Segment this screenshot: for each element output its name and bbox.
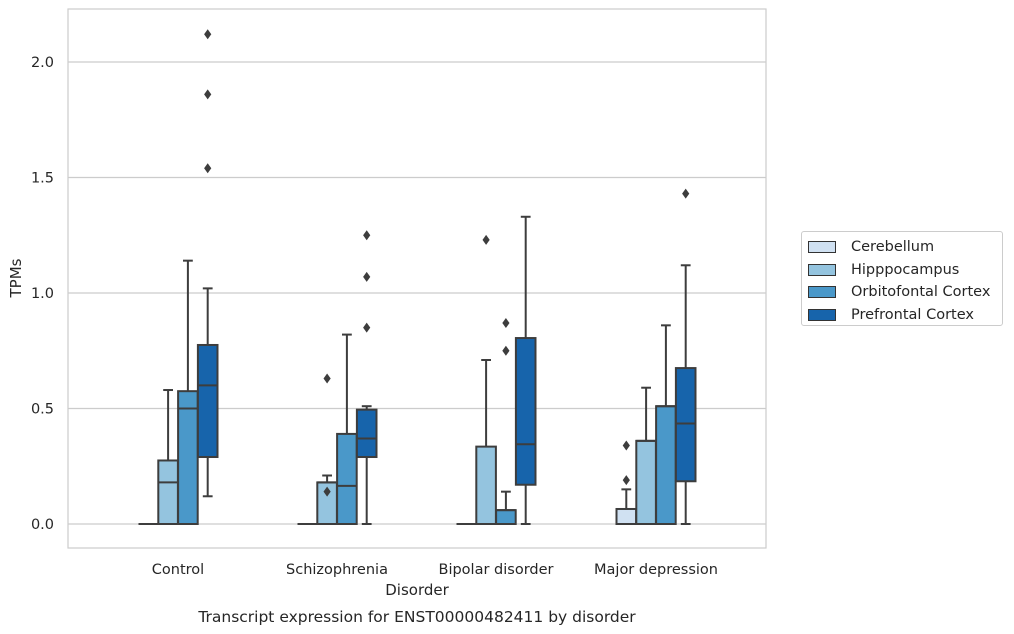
x-axis-label: Disorder <box>385 581 449 599</box>
legend-swatch <box>808 308 836 321</box>
box-body <box>475 445 497 525</box>
outlier-point <box>622 475 630 486</box>
outlier-point <box>363 322 371 333</box>
legend-swatch <box>808 263 836 276</box>
box-3-1 <box>355 230 378 525</box>
box-3-2 <box>514 215 537 525</box>
y-tick-labels: 0.0 0.5 1.0 1.5 2.0 <box>31 55 54 533</box>
chart-title: Transcript expression for ENST0000048241… <box>197 608 636 626</box>
box-body <box>336 432 358 525</box>
legend-swatch <box>808 241 836 254</box>
box-body <box>635 439 657 525</box>
legend-item-hippocampus: Hipppocampus <box>808 259 1002 282</box>
x-tick-label: Major depression <box>594 562 718 578</box>
box-3-0 <box>196 29 219 498</box>
legend-swatch <box>808 286 836 299</box>
legend-item-orbitofrontal: Orbitofontal Cortex <box>808 281 1002 304</box>
box-1-2 <box>475 234 497 525</box>
box-2-0 <box>177 259 199 525</box>
box-body <box>674 367 697 483</box>
x-tick-label: Control <box>152 562 204 578</box>
outlier-point <box>363 271 371 282</box>
outlier-point <box>323 486 331 497</box>
x-tick-labels: Control Schizophrenia Bipolar disorder Majo… <box>152 562 718 578</box>
outlier-point <box>502 345 510 356</box>
box-body <box>177 390 199 525</box>
box-body <box>495 509 517 526</box>
legend-label: Cerebellum <box>851 239 935 256</box>
y-tick-label: 1.0 <box>31 286 54 302</box>
box-0-3 <box>615 440 638 525</box>
legend-label: Hipppocampus <box>851 261 960 278</box>
boxes <box>138 29 697 526</box>
y-tick-label: 0.5 <box>31 402 54 418</box>
y-axis-label: TPMs <box>7 258 25 298</box>
outlier-point <box>323 373 331 384</box>
outlier-point <box>682 188 690 199</box>
legend-label: Orbitofontal Cortex <box>851 284 991 301</box>
outlier-point <box>204 163 212 174</box>
box-body <box>196 343 219 459</box>
y-tick-label: 2.0 <box>31 55 54 71</box>
x-tick-label: Schizophrenia <box>286 562 388 578</box>
legend-item-cerebellum: Cerebellum <box>808 236 1002 259</box>
box-body <box>157 459 179 526</box>
box-body <box>655 405 677 525</box>
outlier-point <box>622 440 630 451</box>
y-tick-label: 0.0 <box>31 517 54 533</box>
outlier-point <box>363 230 371 241</box>
legend-label: Prefrontal Cortex <box>851 306 974 323</box>
box-2-1 <box>336 333 358 525</box>
x-tick-label: Bipolar disorder <box>439 562 554 578</box>
box-1-3 <box>635 386 657 525</box>
legend-item-prefrontal: Prefrontal Cortex <box>808 304 1002 327</box>
legend: Cerebellum Hipppocampus Orbitofontal Cor… <box>801 231 1003 326</box>
box-body <box>355 408 378 459</box>
outlier-point <box>204 29 212 40</box>
box-body <box>514 337 537 486</box>
box-body <box>615 507 638 525</box>
outlier-point <box>482 234 490 245</box>
box-2-2 <box>495 318 517 526</box>
box-3-3 <box>674 188 697 525</box>
y-tick-label: 1.5 <box>31 171 54 187</box>
outlier-point <box>502 318 510 329</box>
outlier-point <box>204 89 212 100</box>
